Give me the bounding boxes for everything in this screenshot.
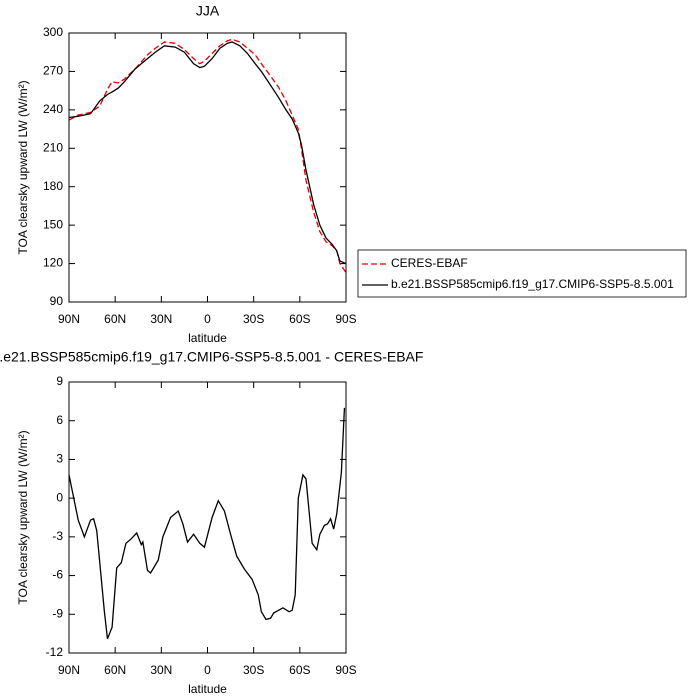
plot-frame bbox=[68, 32, 347, 303]
x-tick-label: 0 bbox=[204, 312, 211, 326]
y-tick-label: 120 bbox=[43, 256, 63, 270]
chart-title: b.e21.BSSP585cmip6.f19_g17.CMIP6-SSP5-8.… bbox=[0, 349, 423, 365]
y-axis-label: TOA clearsky upward LW (W/m²) bbox=[16, 430, 30, 604]
y-tick-label: 6 bbox=[56, 413, 63, 427]
x-tick-label: 60N bbox=[104, 312, 126, 326]
y-tick-label: -9 bbox=[52, 606, 63, 620]
y-tick-label: 9 bbox=[56, 374, 63, 388]
y-tick-label: 300 bbox=[43, 25, 63, 39]
x-axis-label: latitude bbox=[188, 682, 227, 696]
x-tick-label: 0 bbox=[204, 663, 211, 677]
x-axis-label: latitude bbox=[188, 331, 227, 345]
x-tick-label: 30S bbox=[243, 312, 264, 326]
x-tick-label: 60N bbox=[104, 663, 126, 677]
y-tick-label: 240 bbox=[43, 102, 63, 116]
x-tick-label: 30N bbox=[150, 663, 172, 677]
y-tick-label: 90 bbox=[50, 294, 64, 308]
plot-frame bbox=[68, 381, 347, 654]
chart-title: JJA bbox=[196, 3, 220, 19]
y-tick-label: 0 bbox=[56, 490, 63, 504]
data-line bbox=[68, 38, 347, 273]
x-tick-label: 60S bbox=[289, 663, 310, 677]
legend-label: b.e21.BSSP585cmip6.f19_g17.CMIP6-SSP5-8.… bbox=[391, 277, 674, 291]
y-tick-label: 150 bbox=[43, 217, 63, 231]
y-tick-label: 210 bbox=[43, 140, 63, 154]
y-tick-label: 3 bbox=[56, 452, 63, 466]
x-tick-label: 30S bbox=[243, 663, 264, 677]
y-tick-label: 180 bbox=[43, 179, 63, 193]
y-tick-label: -3 bbox=[52, 529, 63, 543]
data-line bbox=[68, 41, 347, 265]
y-axis-label: TOA clearsky upward LW (W/m²) bbox=[16, 80, 30, 254]
x-tick-label: 90S bbox=[335, 663, 356, 677]
legend-box bbox=[357, 249, 687, 298]
x-tick-label: 30N bbox=[150, 312, 172, 326]
x-tick-label: 90S bbox=[335, 312, 356, 326]
x-tick-label: 60S bbox=[289, 312, 310, 326]
x-tick-label: 90N bbox=[58, 663, 80, 677]
legend-label: CERES-EBAF bbox=[391, 256, 468, 270]
y-tick-label: 270 bbox=[43, 64, 63, 78]
y-tick-label: -6 bbox=[52, 568, 63, 582]
y-tick-label: -12 bbox=[46, 645, 64, 659]
data-line bbox=[68, 407, 346, 640]
x-tick-label: 90N bbox=[58, 312, 80, 326]
